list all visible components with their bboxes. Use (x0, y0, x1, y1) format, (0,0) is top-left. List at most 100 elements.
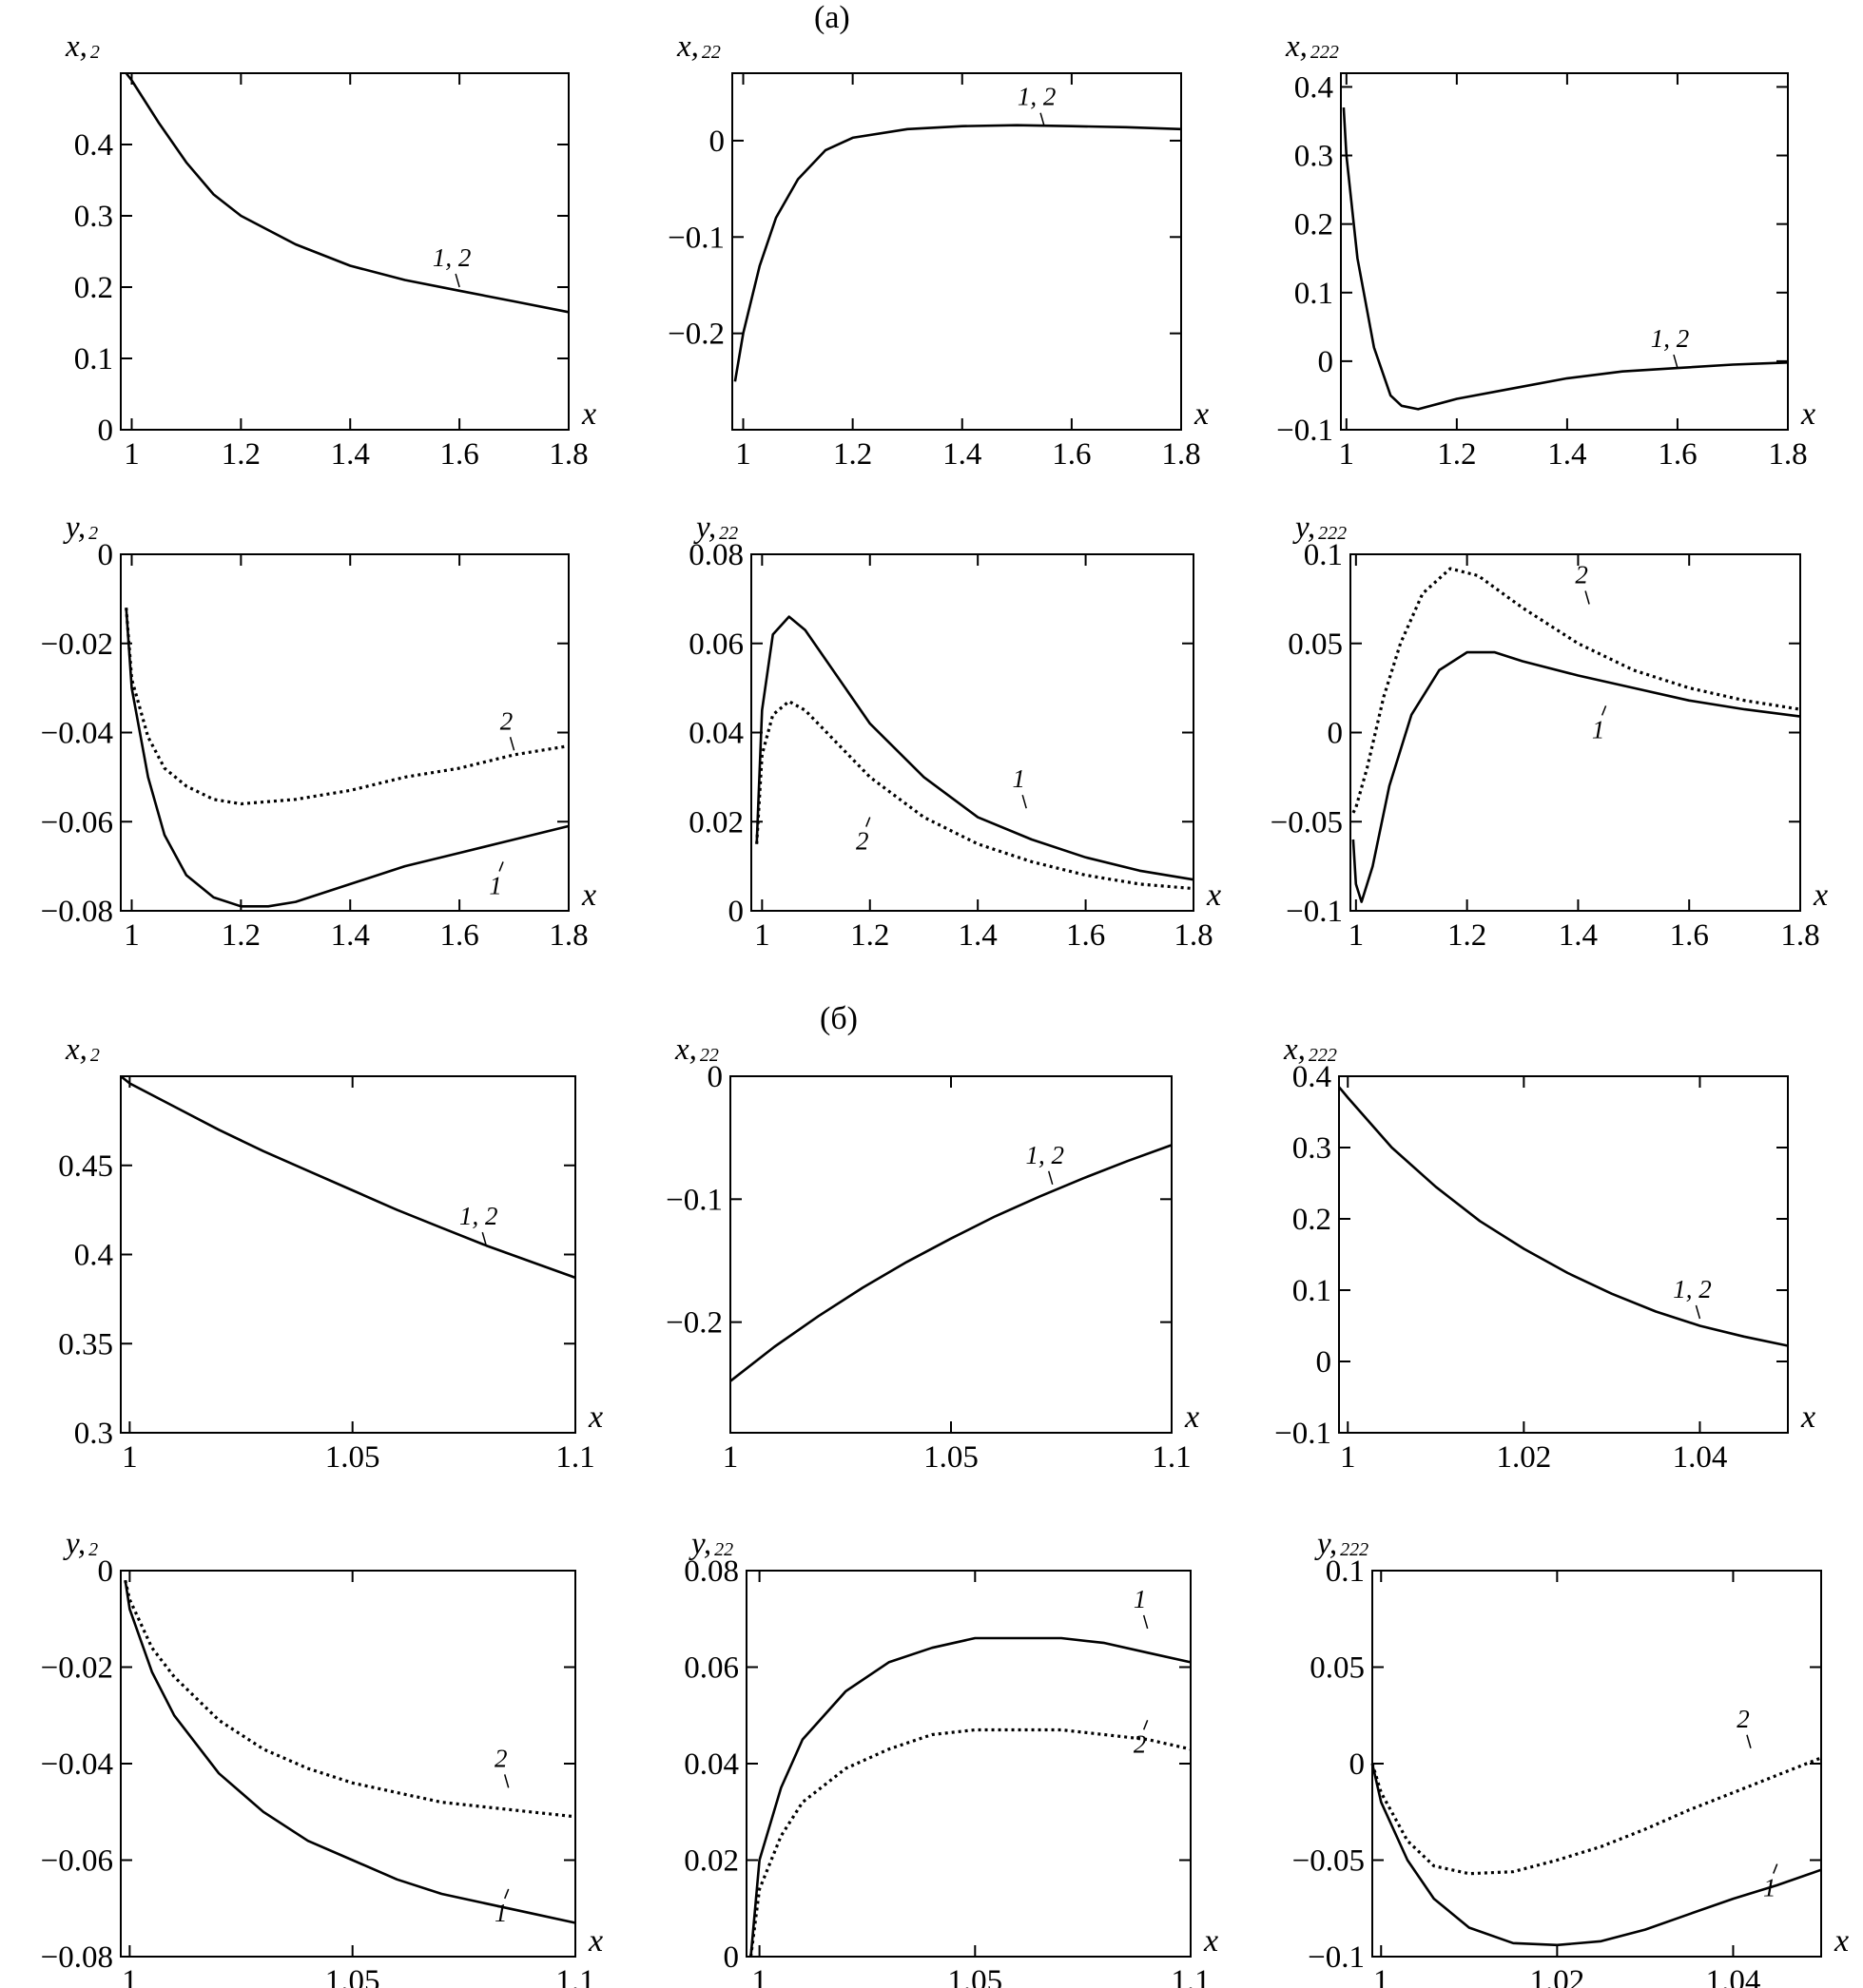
x-tick-label: 1.2 (1437, 437, 1476, 472)
chart-b-x2: 1 1.05 1.1 0.3 0.35 0.4 0.45 x, 2 x 1, 2 (58, 1033, 603, 1475)
y-tick-label: 0.2 (1292, 1203, 1331, 1237)
series-line-2 (1370, 1756, 1822, 1876)
x-tick-label: 1 (735, 437, 751, 472)
y-tick-label: −0.06 (41, 805, 113, 840)
x-tick-label: 1 (1339, 437, 1355, 472)
annotation-leader (498, 861, 504, 872)
y-axis-label-main: x, (676, 29, 699, 64)
x-axis-label: x (1834, 1923, 1849, 1959)
y-axis-label-sub: 222 (1318, 523, 1347, 544)
x-tick-label: 1.05 (325, 1440, 380, 1475)
y-axis-label-sub: 2 (90, 42, 100, 63)
x-tick-label: 1 (751, 1964, 767, 1988)
curve-label: 1, 2 (1651, 324, 1690, 353)
y-axis-label: y, 222 (1292, 511, 1347, 545)
y-tick-label: 0.04 (684, 1747, 739, 1782)
y-tick-label: −0.05 (1292, 1844, 1365, 1879)
x-tick-label: 1.2 (222, 918, 261, 953)
x-tick-label: 1.6 (439, 918, 478, 953)
series-line-1 (124, 1580, 576, 1924)
x-tick-label: 1.4 (331, 918, 370, 953)
y-tick-label: 0 (1328, 717, 1344, 751)
y-axis-label-main: x, (65, 1033, 87, 1067)
y-tick-label: −0.1 (1274, 1417, 1331, 1451)
x-tick-label: 1.4 (331, 437, 370, 472)
x-tick-label: 1 (122, 1964, 138, 1988)
y-axis-label-main: x, (1283, 1033, 1306, 1067)
y-tick-label: −0.08 (41, 1940, 113, 1975)
x-axis-label: x (581, 396, 596, 432)
y-axis-label-sub: 2 (90, 1045, 100, 1066)
curve-label: 1, 2 (1018, 83, 1057, 111)
plot-frame (120, 72, 570, 431)
y-tick-label: 0.4 (74, 128, 113, 163)
y-axis-label-main: x, (674, 1033, 697, 1067)
y-tick-label: 0.1 (74, 342, 113, 376)
y-axis-label: y, 22 (689, 1527, 733, 1561)
y-tick-label: 0.05 (1310, 1651, 1365, 1686)
curve-label: 2 (500, 706, 514, 735)
y-tick-label: 0.1 (1304, 538, 1343, 572)
chart-a-y222: 1 1.2 1.4 1.6 1.8 −0.1 −0.05 0 0.05 0.1y, 222 x 2 1 (1271, 511, 1828, 953)
y-tick-label: 0 (709, 125, 726, 159)
y-tick-label: 0.3 (74, 1417, 113, 1451)
annotation-leader (1021, 794, 1027, 809)
y-tick-label: −0.02 (41, 627, 113, 662)
y-tick-label: 0.45 (58, 1149, 113, 1184)
curve-label: 1, 2 (433, 243, 472, 272)
series-line-1-2 (120, 1074, 576, 1280)
curve-label: 2 (1575, 561, 1588, 589)
y-tick-label: 0.3 (1294, 140, 1333, 174)
x-tick-label: 1.1 (555, 1964, 594, 1988)
annotation-leader (509, 737, 515, 751)
x-axis-label: x (1206, 878, 1221, 913)
x-axis-label: x (1813, 878, 1828, 913)
x-tick-label: 1.6 (439, 437, 478, 472)
section-label-b: (б) (820, 1001, 858, 1036)
series-line-1 (125, 608, 570, 908)
x-axis-label: x (588, 1399, 603, 1435)
y-axis-label-sub: 22 (700, 1045, 719, 1066)
y-tick-label: −0.1 (668, 221, 725, 255)
x-tick-label: 1.8 (1780, 918, 1819, 953)
x-tick-label: 1 (1373, 1964, 1389, 1988)
annotation-leader (1773, 1863, 1778, 1874)
x-tick-label: 1 (723, 1440, 739, 1475)
x-axis-label: x (588, 1923, 603, 1959)
curve-label: 2 (1737, 1705, 1750, 1733)
plot-frame (120, 1075, 576, 1434)
curve-label: 2 (495, 1744, 508, 1772)
x-tick-label: 1.2 (222, 437, 261, 472)
x-tick-label: 1.1 (1152, 1440, 1191, 1475)
series-line-1 (1370, 1763, 1822, 1947)
y-tick-label: 0.4 (1292, 1060, 1331, 1094)
y-axis-label-sub: 222 (1310, 42, 1339, 63)
annotation-leader (504, 1888, 510, 1900)
series-line-1-2 (1337, 1086, 1789, 1347)
y-axis-label: y, 222 (1314, 1527, 1368, 1561)
series-line-2 (1351, 567, 1801, 814)
series-line-1 (1351, 650, 1801, 903)
y-tick-label: 0 (1349, 1747, 1366, 1782)
y-axis-label-sub: 22 (702, 42, 721, 63)
y-tick-label: 0.1 (1326, 1554, 1365, 1589)
x-tick-label: 1.4 (1547, 437, 1586, 472)
plot-frame (729, 1075, 1173, 1434)
y-tick-label: 0 (98, 1554, 114, 1589)
x-tick-label: 1 (124, 918, 140, 953)
y-tick-label: −0.2 (668, 318, 725, 352)
y-tick-label: 0 (1316, 1345, 1332, 1380)
curve-label: 1 (495, 1899, 508, 1927)
x-tick-label: 1.02 (1496, 1440, 1551, 1475)
y-tick-label: −0.1 (1308, 1940, 1365, 1975)
curve-label: 1, 2 (1673, 1275, 1712, 1303)
y-tick-label: 0 (98, 414, 114, 448)
x-tick-label: 1.8 (549, 918, 588, 953)
y-tick-label: 0.2 (74, 271, 113, 305)
y-axis-label-sub: 22 (719, 523, 738, 544)
series-line-1-2 (1342, 107, 1789, 411)
y-axis-label-sub: 222 (1309, 1045, 1337, 1066)
x-tick-label: 1.6 (1658, 437, 1697, 472)
